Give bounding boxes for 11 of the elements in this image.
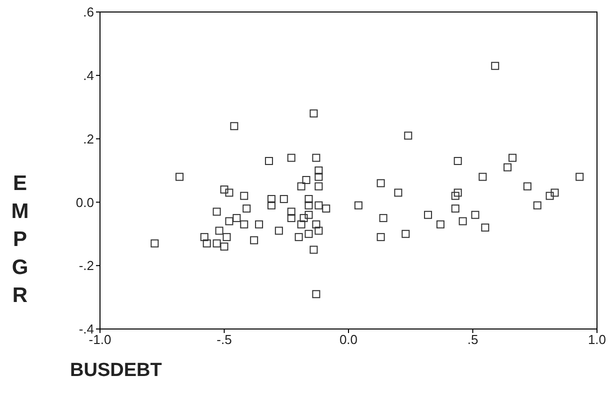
y-tick-label: .6 — [83, 4, 94, 20]
x-tick-label: -.5 — [216, 332, 232, 348]
x-axis-title: BUSDEBT — [70, 360, 162, 382]
y-tick-label: .2 — [83, 131, 94, 146]
x-tick-label: .5 — [467, 332, 478, 348]
x-tick-label: 0.0 — [339, 332, 358, 348]
y-tick-label: .4 — [83, 68, 94, 84]
x-tick-label: 1.0 — [588, 332, 606, 348]
y-tick-label: 0.0 — [76, 194, 94, 210]
y-axis-title: EMPGR — [10, 171, 30, 309]
y-tick-label: -.2 — [78, 258, 94, 274]
